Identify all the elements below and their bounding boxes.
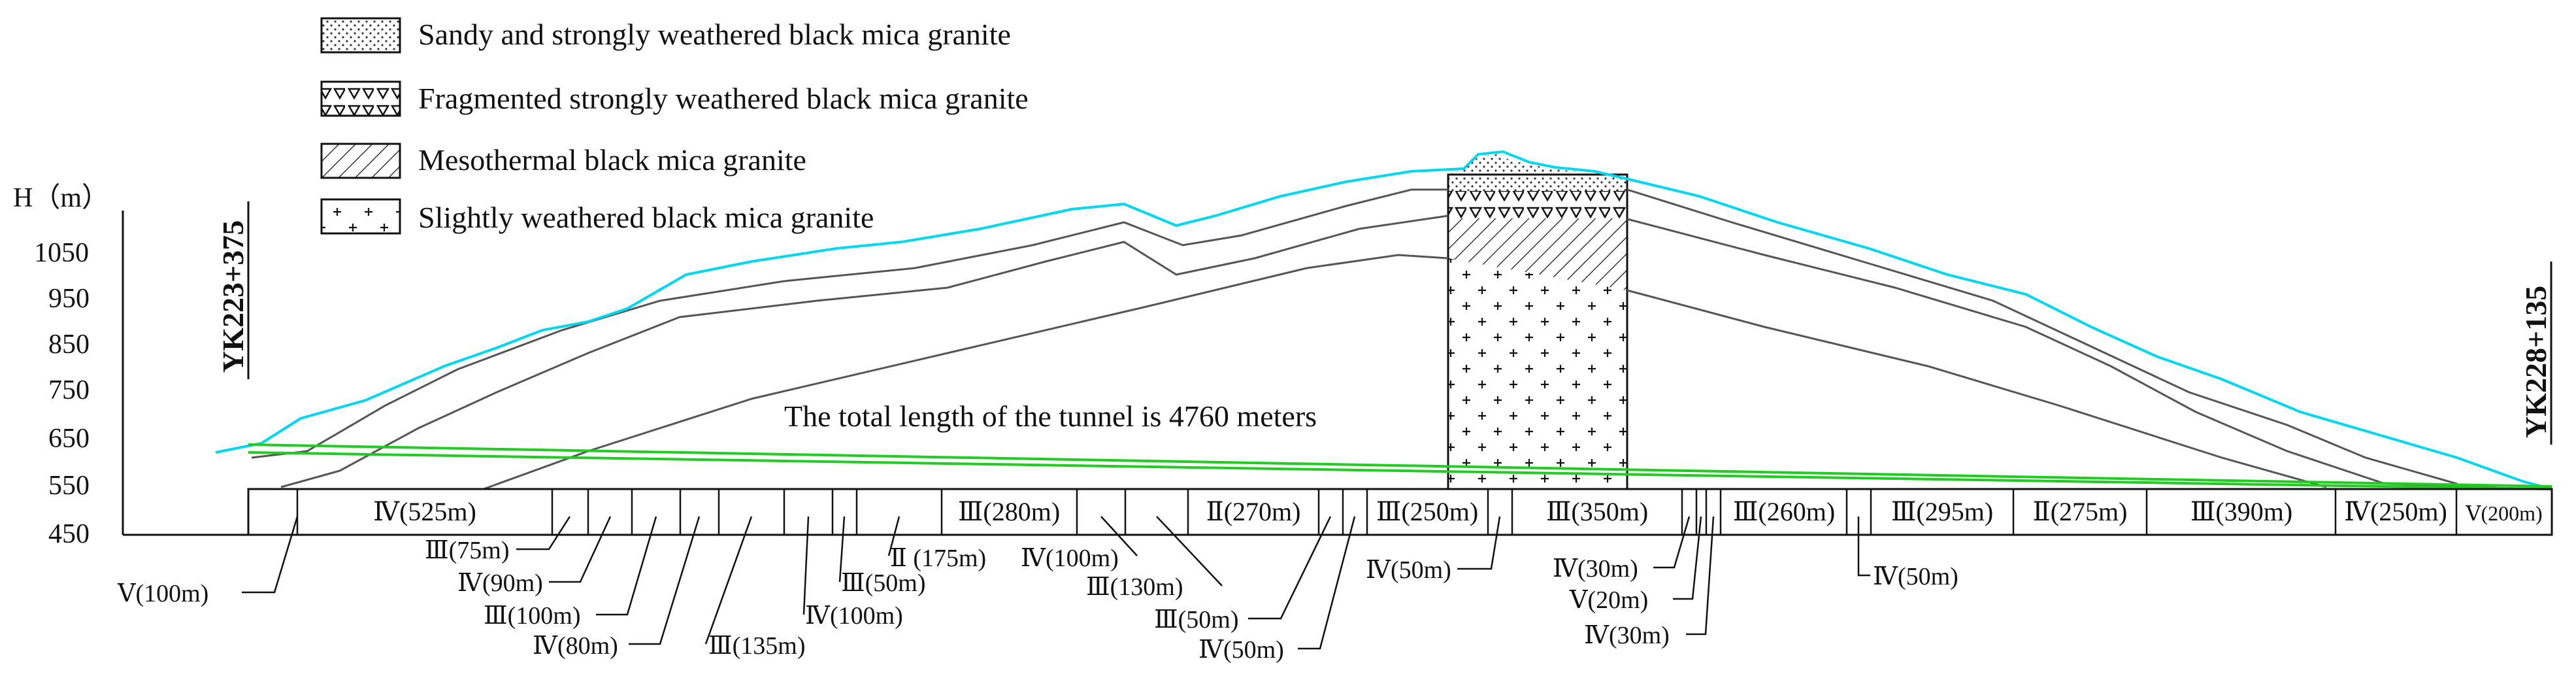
layer-mesothermal — [1448, 218, 1627, 290]
boundary-line-upper — [251, 188, 1448, 459]
callout-labels: Ⅴ(100m) Ⅲ(75m) Ⅳ(90m) Ⅲ(100m) Ⅳ(80m) Ⅲ(1… — [117, 537, 1958, 664]
y-axis: H（m） 1050 950 850 750 650 550 450 — [13, 183, 124, 549]
legend-label: Fragmented strongly weathered black mica… — [418, 82, 1029, 115]
callout-label: Ⅴ(100m) — [117, 580, 208, 607]
callout-label: Ⅳ(30m) — [1584, 622, 1670, 649]
callout-leader — [1673, 516, 1702, 600]
y-tick-label: 950 — [48, 284, 90, 314]
surrounding-rock-strip: Ⅳ(525m) Ⅲ(280m) Ⅱ(270m) Ⅲ(250m) Ⅲ(350m) … — [123, 488, 2553, 536]
legend-swatch-triangles — [320, 80, 401, 117]
legend-swatch-hatch — [320, 143, 401, 179]
boundary-line-upper — [1627, 188, 2458, 485]
callout-label: Ⅳ(50m) — [1366, 556, 1451, 584]
tunnel-line — [248, 443, 2552, 490]
y-tick-label: 450 — [48, 519, 90, 549]
callout-leader — [802, 516, 810, 615]
layer-fragmented — [1448, 191, 1627, 218]
boundary-line-lower — [1627, 289, 2327, 488]
callout-label: Ⅲ(130m) — [1086, 573, 1183, 601]
legend-item-fragmented: Fragmented strongly weathered black mica… — [320, 80, 1029, 117]
segment-label: Ⅲ(280m) — [958, 497, 1060, 526]
callout-leader — [242, 516, 299, 594]
borehole-column — [1447, 154, 1628, 490]
callout-leader — [1248, 516, 1332, 620]
callout-label: Ⅲ(50m) — [841, 569, 926, 597]
layer-slightly-weathered — [1448, 258, 1627, 489]
callout-label: Ⅴ(20m) — [1569, 586, 1648, 614]
callout-leader — [1298, 516, 1356, 650]
callout-label: Ⅳ(100m) — [1021, 545, 1119, 572]
stratum-boundaries — [251, 188, 2497, 490]
station-end-label: YK228+135 — [2519, 286, 2552, 438]
segment-dividers — [296, 489, 2458, 535]
segment-label: Ⅲ(260m) — [1733, 497, 1835, 526]
segment-label: Ⅲ(250m) — [1376, 497, 1478, 526]
tunnel-length-annotation: The total length of the tunnel is 4760 m… — [784, 399, 1317, 433]
callout-label: Ⅳ(30m) — [1553, 555, 1638, 583]
y-tick-label: 750 — [48, 375, 90, 405]
callout-leader — [1653, 516, 1691, 569]
tunnel-crown-line — [248, 443, 2552, 488]
segment-label: Ⅳ(525m) — [373, 497, 476, 526]
callout-leader — [1100, 516, 1138, 556]
legend: Sandy and strongly weathered black mica … — [320, 17, 1029, 235]
legend-item-slightly: Slightly weathered black mica granite — [320, 198, 874, 235]
callout-leader — [1156, 516, 1223, 586]
y-tick-label: 850 — [48, 330, 90, 360]
callout-leader — [838, 516, 846, 583]
segment-label: Ⅲ(390m) — [2190, 497, 2292, 526]
callout-label: Ⅳ(90m) — [457, 569, 543, 597]
legend-label: Mesothermal black mica granite — [418, 143, 806, 177]
callout-leader — [704, 516, 753, 645]
segment-label: Ⅴ(200m) — [2465, 501, 2542, 525]
callout-label: Ⅳ(80m) — [533, 632, 618, 660]
boundary-line-middle — [280, 214, 1449, 488]
callout-leader — [629, 516, 701, 645]
legend-label: Slightly weathered black mica granite — [418, 201, 874, 234]
boundary-line-middle — [1627, 218, 2497, 488]
station-start: YK223+375 — [216, 201, 250, 379]
callout-leader — [596, 516, 657, 616]
segment-label: Ⅱ(275m) — [2033, 497, 2128, 526]
callout-label: Ⅳ(50m) — [1198, 636, 1284, 664]
y-axis-label: H（m） — [13, 183, 109, 213]
callout-leader — [887, 516, 900, 556]
legend-swatch-crosses — [320, 198, 401, 235]
callout-label: Ⅱ (175m) — [890, 545, 986, 572]
callout-leader — [516, 516, 571, 551]
station-end: YK228+135 — [2519, 262, 2552, 445]
station-start-label: YK223+375 — [216, 220, 250, 373]
layer-sandy — [1448, 154, 1627, 191]
callout-leader — [1857, 517, 1870, 577]
legend-item-sandy: Sandy and strongly weathered black mica … — [320, 17, 1011, 54]
callout-leader — [549, 516, 612, 583]
callout-leader — [1686, 516, 1715, 636]
legend-item-mesothermal: Mesothermal black mica granite — [320, 143, 806, 179]
tunnel-invert-line — [248, 451, 2552, 490]
segment-label: Ⅲ(295m) — [1891, 497, 1993, 526]
callout-label: Ⅳ(50m) — [1873, 563, 1958, 590]
callout-label: Ⅲ(75m) — [425, 537, 510, 564]
callout-label: Ⅲ(100m) — [484, 602, 581, 630]
legend-swatch-dots — [320, 17, 401, 54]
callout-leaders — [242, 516, 1870, 650]
legend-label: Sandy and strongly weathered black mica … — [418, 18, 1011, 51]
callout-label: Ⅲ(50m) — [1154, 606, 1239, 634]
segment-label: Ⅱ(270m) — [1206, 497, 1301, 526]
boundary-line-lower — [483, 254, 1449, 490]
segment-strip-outline — [247, 488, 2553, 536]
y-tick-label: 650 — [48, 424, 90, 454]
y-tick-label: 550 — [48, 471, 90, 501]
callout-leader — [1457, 516, 1501, 570]
callout-label: Ⅳ(100m) — [805, 602, 903, 630]
terrain-surface-line — [215, 150, 2552, 490]
segment-label: Ⅲ(350m) — [1546, 497, 1648, 526]
y-tick-label: 1050 — [34, 238, 89, 268]
callout-label: Ⅲ(135m) — [708, 632, 806, 660]
segment-label: Ⅳ(250m) — [2344, 497, 2447, 526]
